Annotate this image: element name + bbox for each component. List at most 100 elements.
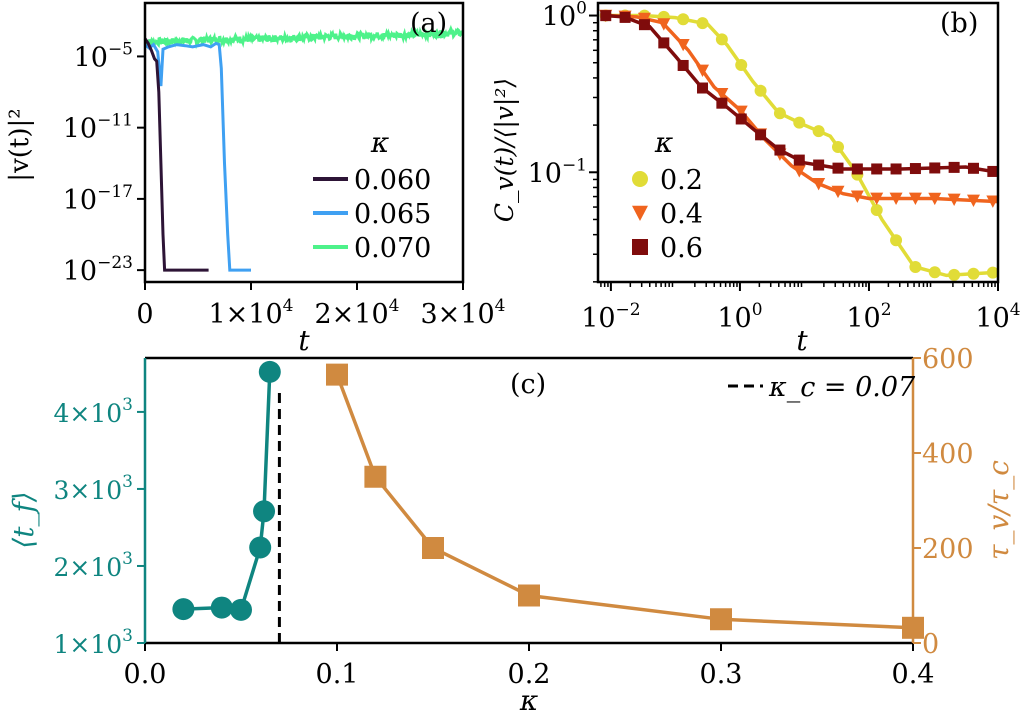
- data-point: [967, 162, 979, 174]
- data-point: [619, 11, 631, 23]
- right-y-tick-label: 400: [922, 439, 974, 470]
- x-tick-label: 104: [975, 300, 1020, 334]
- data-point: [735, 113, 747, 125]
- panel-b-legend-title: κ: [654, 126, 673, 159]
- legend-label-0060: 0.060: [354, 165, 431, 196]
- data-point: [696, 17, 709, 30]
- data-point: [755, 129, 767, 141]
- data-point: [773, 107, 786, 120]
- data-point: [253, 500, 276, 523]
- data-point: [677, 13, 690, 26]
- panel-c-xlabel: κ: [519, 684, 538, 714]
- x-tick-label: 102: [846, 300, 891, 334]
- x-tick-label: 1×104: [209, 296, 294, 330]
- data-point: [812, 125, 825, 138]
- x-tick-label: 0.4: [892, 659, 935, 690]
- panel-c-ticks: 0.0 0.1 0.2 0.3 0.4 1×103 2×103 3×103 4×103 0 200 4…: [54, 344, 974, 690]
- panel-c-left-ylabel: ⟨t_f⟩: [7, 491, 40, 548]
- data-point: [249, 536, 272, 559]
- data-point: [518, 584, 540, 607]
- panel-b-legend: κ 0.2 0.4 0.6: [632, 126, 703, 264]
- data-point: [793, 154, 805, 166]
- left-y-tick-label: 1×103: [54, 626, 134, 659]
- legend-label-0070: 0.070: [354, 233, 431, 264]
- legend-marker: [632, 205, 648, 221]
- data-point: [172, 598, 195, 621]
- left-y-tick-label: 3×103: [54, 472, 134, 505]
- legend-label-0065: 0.065: [354, 199, 431, 230]
- data-point: [890, 163, 902, 175]
- data-point: [832, 140, 844, 153]
- data-point: [850, 190, 864, 203]
- data-point: [696, 64, 710, 77]
- data-point: [832, 162, 844, 174]
- x-tick-label: 0.2: [508, 659, 551, 690]
- data-point: [929, 162, 941, 174]
- panel-c: 0.0 0.1 0.2 0.3 0.4 1×103 2×103 3×103 4×103 0 200 4…: [7, 344, 1015, 714]
- data-point: [230, 598, 252, 621]
- panel-b-ticks: 10−2 100 102 104 100 10−1: [528, 0, 1021, 334]
- data-point: [851, 163, 863, 175]
- data-point: [986, 195, 1000, 208]
- data-point: [716, 97, 728, 109]
- panel-b-xlabel: t: [796, 324, 808, 357]
- data-point: [677, 59, 689, 71]
- data-point: [734, 105, 748, 118]
- data-point: [715, 33, 728, 46]
- right-y-tick-label: 600: [922, 344, 974, 375]
- legend-marker-02: [632, 171, 648, 187]
- y-tick-label: 100: [542, 0, 587, 33]
- y-tick-label: 10−5: [74, 39, 133, 73]
- panel-a-ticks: 0 1×104 2×104 3×104 10−5 10−11 10−17 10−23: [63, 39, 506, 330]
- legend-label-06: 0.6: [660, 233, 703, 264]
- data-point: [813, 159, 825, 171]
- data-point: [967, 267, 980, 280]
- data-point: [909, 163, 921, 175]
- data-point: [637, 12, 651, 26]
- legend-label-04: 0.4: [660, 199, 703, 230]
- panel-b: 10−2 100 102 104 100 10−1 (b) t C_v(t)/⟨|v|²⟩…: [490, 0, 1021, 357]
- x-tick-label: 0.0: [124, 659, 167, 690]
- data-point: [710, 608, 732, 631]
- left-y-tick-label: 4×103: [54, 395, 134, 428]
- data-point: [754, 84, 767, 97]
- panel-a-legend: κ 0.060 0.065 0.070: [313, 126, 431, 264]
- y-tick-label: 10−23: [63, 253, 133, 287]
- data-point: [986, 266, 999, 279]
- data-point: [909, 260, 922, 273]
- data-point: [676, 38, 690, 52]
- right-y-tick-label: 0: [922, 629, 939, 660]
- legend-marker-06: [632, 239, 648, 255]
- panel-c-label: (c): [510, 369, 546, 400]
- series-line-0070: [144, 24, 464, 50]
- panel-a-xlabel: t: [298, 324, 310, 357]
- data-point: [657, 18, 671, 31]
- left-y-tick-label: 2×103: [54, 549, 134, 582]
- x-tick-label: 10−2: [581, 300, 640, 334]
- panel-a-ylabel: |v(t)|²: [5, 108, 35, 181]
- data-point: [658, 37, 670, 49]
- x-tick-label: 0: [136, 299, 153, 330]
- y-tick-label: 10−11: [63, 111, 133, 145]
- data-point: [987, 165, 999, 177]
- data-point: [210, 596, 233, 619]
- panel-b-ylabel: C_v(t)/⟨|v|²⟩: [490, 78, 520, 222]
- data-point: [792, 165, 806, 178]
- data-point: [364, 465, 387, 488]
- x-tick-label: 0.1: [316, 659, 359, 690]
- panel-a-label: (a): [410, 8, 447, 39]
- data-point: [258, 360, 281, 383]
- data-point: [793, 116, 806, 129]
- data-point: [697, 82, 709, 94]
- data-point: [715, 88, 729, 101]
- data-point: [831, 185, 845, 199]
- x-tick-label: 100: [717, 300, 762, 334]
- legend-marker: [632, 239, 648, 255]
- legend-label-02: 0.2: [660, 165, 703, 196]
- legend-marker: [632, 171, 648, 187]
- data-point: [638, 19, 650, 31]
- series-line-right: [335, 373, 914, 630]
- y-tick-label: 10−17: [63, 182, 133, 216]
- data-point: [948, 268, 961, 281]
